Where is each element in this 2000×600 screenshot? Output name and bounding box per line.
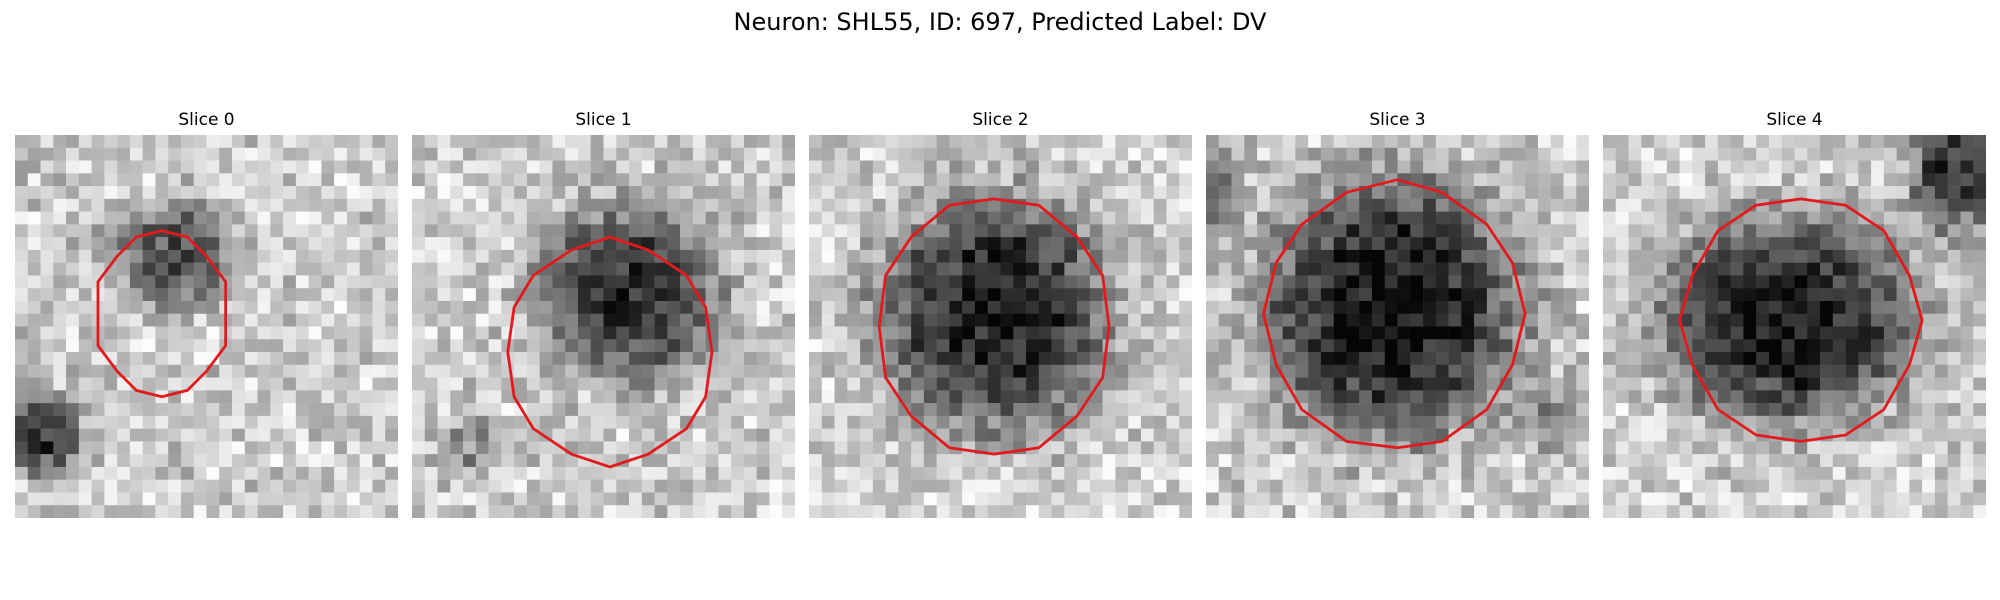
panel-title: Slice 3 — [1369, 110, 1426, 130]
panel-title: Slice 1 — [575, 110, 632, 130]
pixel-grid — [412, 135, 795, 518]
pixel-grid — [15, 135, 398, 518]
slice-image — [412, 135, 795, 518]
panel-title: Slice 0 — [178, 110, 235, 130]
slice-image — [1603, 135, 1986, 518]
roi-contour — [877, 197, 1111, 456]
panel-slice-3: Slice 3 — [1206, 108, 1589, 518]
panel-slice-1: Slice 1 — [412, 108, 795, 518]
roi-contour — [1262, 178, 1527, 450]
pixel-grid — [1603, 135, 1986, 518]
slice-image — [809, 135, 1192, 518]
pixel-grid — [809, 135, 1192, 518]
roi-contour — [1678, 197, 1924, 443]
figure-title: Neuron: SHL55, ID: 697, Predicted Label:… — [733, 8, 1267, 36]
slice-image — [1206, 135, 1589, 518]
panel-slice-4: Slice 4 — [1603, 108, 1986, 518]
roi-contour — [96, 229, 228, 399]
panel-title: Slice 2 — [972, 110, 1029, 130]
roi-contour — [506, 235, 714, 469]
pixel-grid — [1206, 135, 1589, 518]
panel-title: Slice 4 — [1766, 110, 1823, 130]
panel-slice-2: Slice 2 — [809, 108, 1192, 518]
panel-slice-0: Slice 0 — [15, 108, 398, 518]
slice-image — [15, 135, 398, 518]
